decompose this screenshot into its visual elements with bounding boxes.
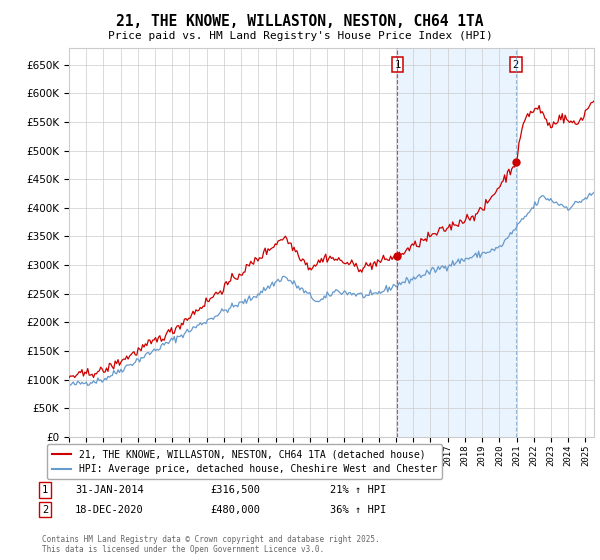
Text: 2: 2 <box>513 60 519 70</box>
Text: 1: 1 <box>42 485 48 495</box>
Text: 2: 2 <box>42 505 48 515</box>
Text: 1: 1 <box>394 60 401 70</box>
Text: £316,500: £316,500 <box>210 485 260 495</box>
Text: Contains HM Land Registry data © Crown copyright and database right 2025.
This d: Contains HM Land Registry data © Crown c… <box>42 535 380 554</box>
Text: 18-DEC-2020: 18-DEC-2020 <box>75 505 144 515</box>
Text: 31-JAN-2014: 31-JAN-2014 <box>75 485 144 495</box>
Text: 21% ↑ HPI: 21% ↑ HPI <box>330 485 386 495</box>
Text: Price paid vs. HM Land Registry's House Price Index (HPI): Price paid vs. HM Land Registry's House … <box>107 31 493 41</box>
Legend: 21, THE KNOWE, WILLASTON, NESTON, CH64 1TA (detached house), HPI: Average price,: 21, THE KNOWE, WILLASTON, NESTON, CH64 1… <box>47 445 442 479</box>
Bar <box>397 48 516 437</box>
Text: £480,000: £480,000 <box>210 505 260 515</box>
Text: 36% ↑ HPI: 36% ↑ HPI <box>330 505 386 515</box>
Text: 21, THE KNOWE, WILLASTON, NESTON, CH64 1TA: 21, THE KNOWE, WILLASTON, NESTON, CH64 1… <box>116 14 484 29</box>
